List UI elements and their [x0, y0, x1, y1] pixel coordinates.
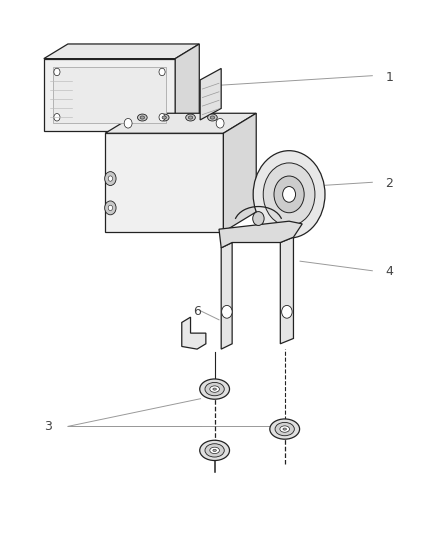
Circle shape: [54, 68, 60, 76]
Ellipse shape: [270, 419, 300, 439]
Circle shape: [283, 187, 296, 202]
Polygon shape: [53, 67, 166, 123]
Ellipse shape: [138, 114, 147, 121]
Polygon shape: [223, 114, 256, 232]
Circle shape: [253, 212, 264, 225]
Polygon shape: [219, 221, 302, 248]
Ellipse shape: [186, 114, 195, 121]
Text: 2: 2: [385, 177, 393, 190]
Ellipse shape: [200, 440, 230, 461]
Ellipse shape: [275, 422, 294, 436]
Polygon shape: [200, 68, 221, 120]
Circle shape: [105, 172, 116, 185]
Ellipse shape: [140, 116, 145, 119]
Circle shape: [216, 118, 224, 128]
Ellipse shape: [159, 114, 169, 121]
Polygon shape: [175, 44, 199, 131]
Ellipse shape: [188, 116, 193, 119]
Text: 1: 1: [385, 71, 393, 84]
Text: 6: 6: [193, 305, 201, 318]
Circle shape: [253, 151, 325, 238]
Polygon shape: [44, 59, 175, 131]
Polygon shape: [280, 237, 293, 344]
Circle shape: [159, 114, 165, 121]
Polygon shape: [44, 44, 199, 59]
Circle shape: [105, 201, 116, 215]
Text: 3: 3: [44, 420, 52, 433]
Ellipse shape: [162, 116, 166, 119]
Circle shape: [108, 176, 113, 181]
Ellipse shape: [210, 116, 215, 119]
Polygon shape: [221, 243, 232, 349]
Polygon shape: [182, 317, 206, 349]
Ellipse shape: [210, 386, 219, 392]
Polygon shape: [105, 114, 256, 133]
Ellipse shape: [280, 426, 290, 432]
Circle shape: [124, 118, 132, 128]
Circle shape: [54, 114, 60, 121]
Ellipse shape: [208, 114, 217, 121]
Circle shape: [282, 305, 292, 318]
Ellipse shape: [200, 379, 230, 399]
Circle shape: [263, 163, 315, 226]
Ellipse shape: [283, 428, 286, 430]
Polygon shape: [105, 133, 223, 232]
Ellipse shape: [210, 447, 219, 454]
Ellipse shape: [205, 383, 224, 395]
Ellipse shape: [213, 388, 216, 390]
Ellipse shape: [213, 449, 216, 451]
Circle shape: [274, 176, 304, 213]
Ellipse shape: [205, 443, 224, 457]
Circle shape: [222, 305, 232, 318]
Circle shape: [159, 68, 165, 76]
Circle shape: [108, 205, 113, 211]
Text: 4: 4: [385, 265, 393, 278]
